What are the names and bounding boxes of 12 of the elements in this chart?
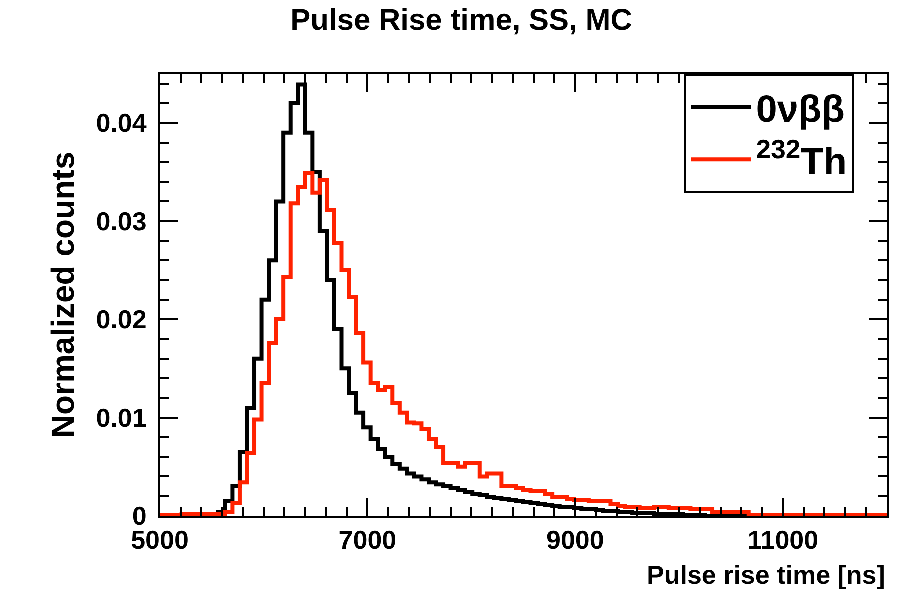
x-tick-label: 7000: [338, 525, 397, 556]
y-axis-title: Normalized counts: [44, 152, 81, 438]
legend-label: $^{232}$Th: [756, 134, 848, 184]
y-tick-label: 0.03: [96, 206, 147, 236]
x-axis-title: Pulse rise time [ns]: [647, 560, 886, 590]
y-tick-label: 0.04: [96, 108, 148, 138]
chart-title: Pulse Rise time, SS, MC: [290, 4, 632, 37]
x-tick-label: 11000: [748, 525, 819, 556]
y-tick-label: 0.01: [96, 402, 147, 433]
legend-label: 0νββ: [756, 89, 845, 132]
y-tick-label: 0.02: [96, 304, 147, 335]
x-tick-label: 9000: [546, 525, 604, 556]
